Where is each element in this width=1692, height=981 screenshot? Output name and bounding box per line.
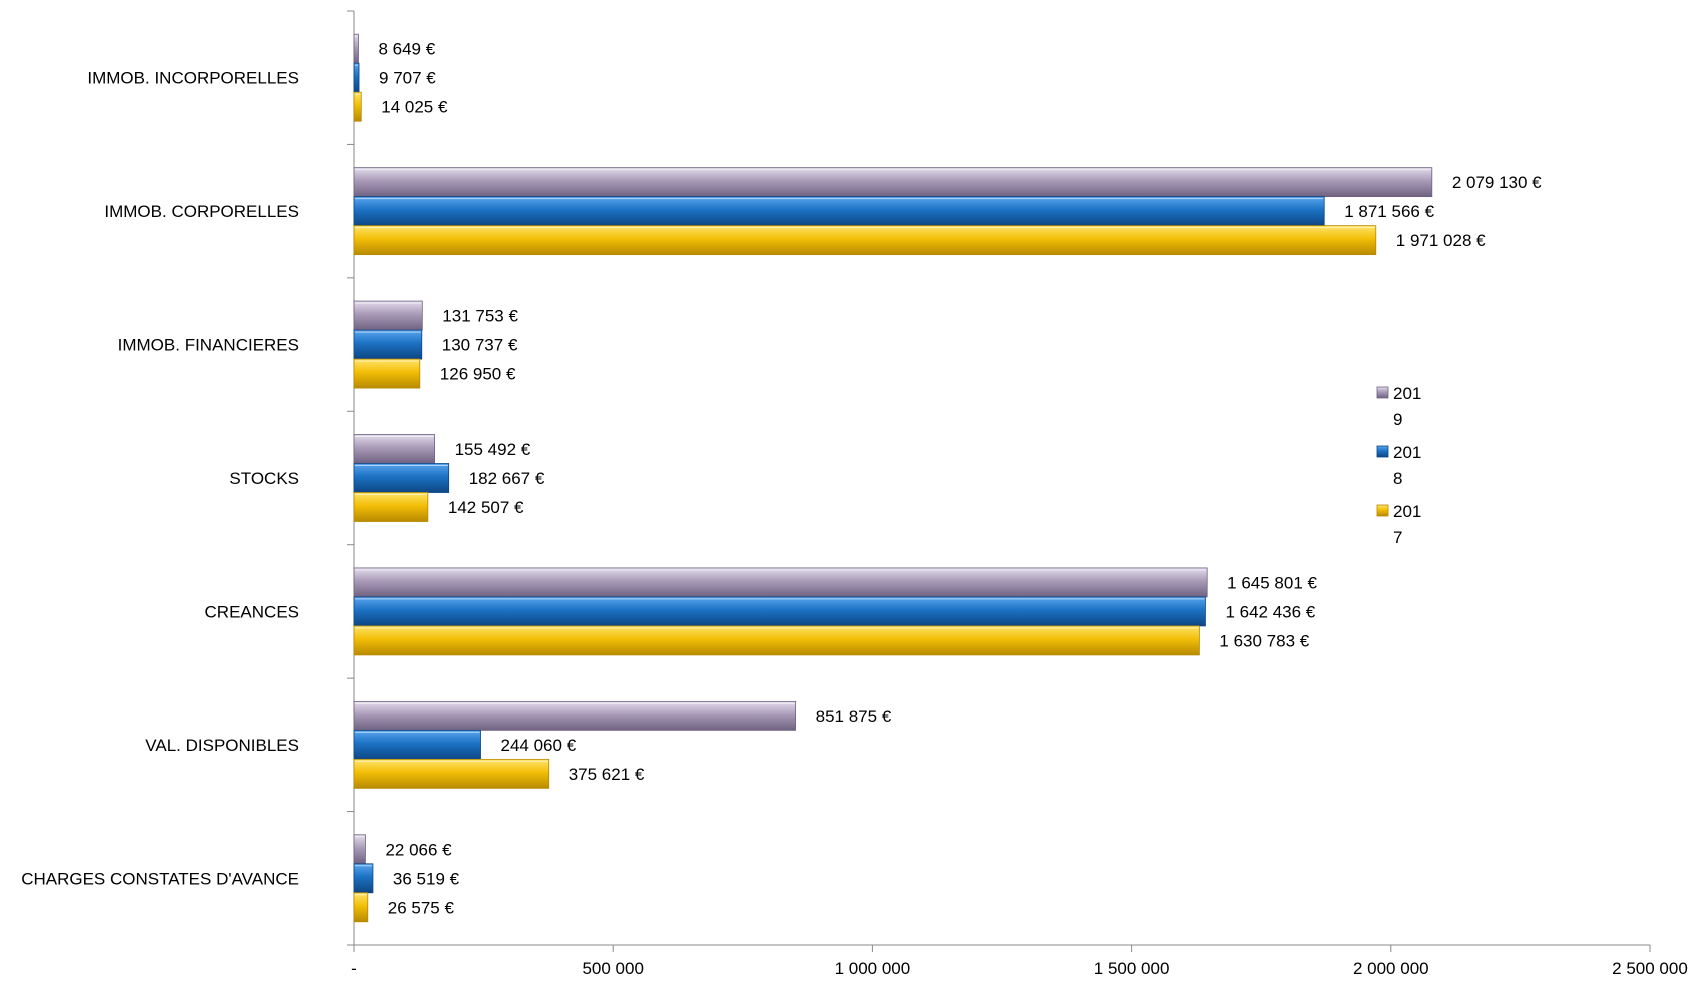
legend-label: 9 (1393, 410, 1402, 429)
value-label: 155 492 € (455, 440, 531, 459)
bar-2019-2 (353, 300, 423, 331)
value-label: 8 649 € (378, 40, 435, 59)
value-label: 1 642 436 € (1225, 602, 1315, 621)
x-tick-label: 1 000 000 (835, 959, 911, 978)
value-label: 375 621 € (569, 765, 645, 784)
bar-2018-1 (353, 196, 1325, 227)
bar-2019-6 (353, 834, 366, 865)
legend-label: 201 (1393, 502, 1421, 521)
value-label: 36 519 € (393, 869, 460, 888)
legend-swatch-2017 (1376, 504, 1389, 517)
bar-2019-4 (353, 567, 1208, 598)
bar-2018-0 (353, 62, 360, 93)
category-label: IMMOB. CORPORELLES (104, 202, 299, 221)
x-tick-label: 1 500 000 (1094, 959, 1170, 978)
value-label: 9 707 € (379, 69, 436, 88)
value-label: 26 575 € (388, 898, 455, 917)
bar-2017-0 (353, 91, 362, 122)
axes: - 500 000 1 000 000 1 500 000 2 000 000 2 500… (347, 10, 1688, 978)
bar-2019-0 (353, 33, 359, 64)
value-label: 1 630 783 € (1219, 631, 1309, 650)
value-label: 130 737 € (442, 336, 518, 355)
x-tick-label: 500 000 (582, 959, 643, 978)
bar-2019-5 (353, 700, 797, 731)
bar-2017-2 (353, 358, 421, 389)
value-label: 182 667 € (469, 469, 545, 488)
x-tick-label: 2 000 000 (1353, 959, 1429, 978)
category-label: IMMOB. FINANCIERES (118, 336, 299, 355)
bar-2018-2 (353, 329, 423, 360)
value-label: 14 025 € (381, 98, 448, 117)
bar-2017-3 (353, 492, 429, 522)
value-label: 2 079 130 € (1452, 173, 1542, 192)
bar-2018-3 (353, 463, 450, 493)
bar-2017-4 (353, 625, 1200, 656)
value-label: 131 753 € (442, 307, 518, 326)
bar-2017-5 (353, 758, 550, 789)
legend-label: 201 (1393, 443, 1421, 462)
value-label: 1 871 566 € (1344, 202, 1434, 221)
value-label: 851 875 € (816, 707, 892, 726)
category-label: CHARGES CONSTATES D'AVANCE (21, 869, 299, 888)
bar-2019-1 (353, 167, 1433, 198)
category-label: CREANCES (205, 602, 299, 621)
bar-2017-6 (353, 892, 369, 923)
legend-label: 7 (1393, 528, 1402, 547)
value-label: 244 060 € (501, 736, 577, 755)
legend-swatch-2019 (1376, 386, 1389, 399)
x-tick-label: - (351, 959, 357, 978)
value-label: 22 066 € (385, 840, 452, 859)
x-tick-label: 2 500 000 (1612, 959, 1688, 978)
legend-swatch-2018 (1376, 445, 1389, 458)
category-label: VAL. DISPONIBLES (145, 736, 299, 755)
bars (353, 33, 1433, 923)
legend: 201 9 201 8 201 7 (1376, 384, 1421, 547)
bar-2018-6 (353, 863, 374, 894)
value-label: 1 971 028 € (1396, 231, 1486, 250)
labels: IMMOB. INCORPORELLES IMMOB. CORPORELLES IM… (21, 40, 1542, 918)
bar-2017-1 (353, 225, 1377, 256)
bar-2018-4 (353, 596, 1206, 627)
value-label: 1 645 801 € (1227, 573, 1317, 592)
legend-label: 201 (1393, 384, 1421, 403)
value-label: 142 507 € (448, 498, 524, 517)
category-label: IMMOB. INCORPORELLES (87, 69, 299, 88)
bar-2019-3 (353, 434, 436, 464)
category-label: STOCKS (229, 469, 299, 488)
legend-label: 8 (1393, 469, 1402, 488)
value-label: 126 950 € (440, 365, 516, 384)
bar-2018-5 (353, 729, 481, 760)
